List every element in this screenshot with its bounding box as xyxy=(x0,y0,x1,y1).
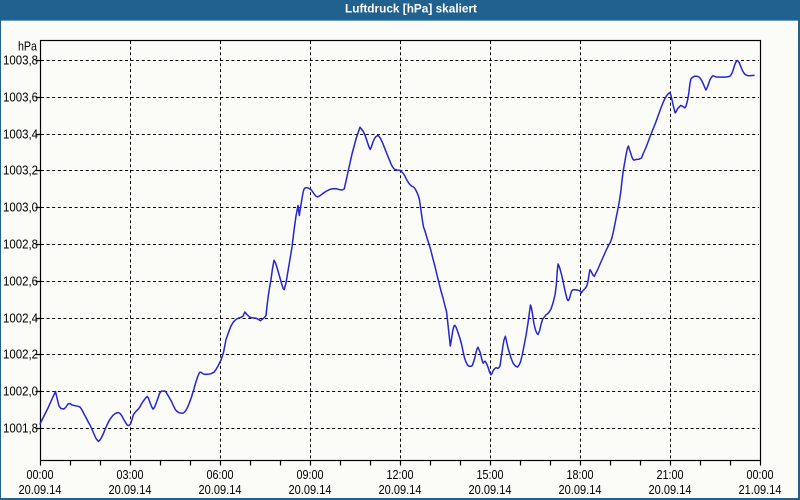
svg-text:12:00: 12:00 xyxy=(387,468,414,482)
svg-text:1003,2: 1003,2 xyxy=(3,164,38,178)
svg-text:20.09.14: 20.09.14 xyxy=(649,483,692,497)
svg-text:1002,2: 1002,2 xyxy=(3,348,38,362)
svg-text:hPa: hPa xyxy=(18,40,37,54)
svg-text:1002,6: 1002,6 xyxy=(3,275,38,289)
svg-text:20.09.14: 20.09.14 xyxy=(289,483,332,497)
svg-text:06:00: 06:00 xyxy=(207,468,234,482)
svg-text:15:00: 15:00 xyxy=(477,468,504,482)
svg-text:00:00: 00:00 xyxy=(27,468,54,482)
svg-text:1003,4: 1003,4 xyxy=(3,128,38,142)
svg-text:1003,6: 1003,6 xyxy=(3,91,38,105)
svg-text:20.09.14: 20.09.14 xyxy=(559,483,602,497)
svg-text:1003,0: 1003,0 xyxy=(3,201,38,215)
svg-text:20.09.14: 20.09.14 xyxy=(379,483,422,497)
svg-text:1003,8: 1003,8 xyxy=(3,54,38,68)
svg-text:20.09.14: 20.09.14 xyxy=(199,483,242,497)
svg-text:03:00: 03:00 xyxy=(117,468,144,482)
svg-text:1002,8: 1002,8 xyxy=(3,238,38,252)
svg-text:21.09.14: 21.09.14 xyxy=(739,483,782,497)
svg-text:Luftdruck [hPa] skaliert: Luftdruck [hPa] skaliert xyxy=(345,2,477,16)
svg-text:1002,4: 1002,4 xyxy=(3,312,38,326)
svg-text:00:00: 00:00 xyxy=(747,468,774,482)
svg-text:20.09.14: 20.09.14 xyxy=(469,483,512,497)
svg-text:18:00: 18:00 xyxy=(567,468,594,482)
svg-text:1001,8: 1001,8 xyxy=(3,422,38,436)
svg-text:20.09.14: 20.09.14 xyxy=(109,483,152,497)
svg-text:09:00: 09:00 xyxy=(297,468,324,482)
svg-text:21:00: 21:00 xyxy=(657,468,684,482)
svg-text:20.09.14: 20.09.14 xyxy=(19,483,62,497)
svg-text:1002,0: 1002,0 xyxy=(3,385,38,399)
